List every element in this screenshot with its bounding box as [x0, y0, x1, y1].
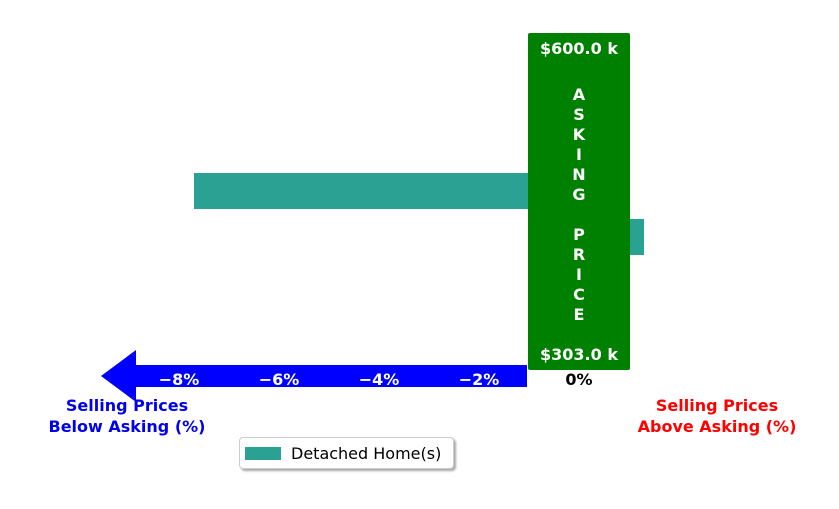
x-tick-label: −4% — [359, 370, 400, 389]
below-asking-arrow — [101, 350, 527, 402]
side-labels: Selling Prices Below Asking (%) Selling Pr… — [49, 396, 797, 436]
x-axis-ticks: −8% −6% −4% −2% 0% — [159, 370, 593, 389]
legend-swatch — [245, 446, 281, 460]
x-tick-label: 0% — [565, 370, 592, 389]
x-tick-label: −2% — [459, 370, 500, 389]
asking-letter: R — [573, 245, 585, 264]
bar-0 — [194, 173, 579, 209]
asking-letter: S — [573, 105, 585, 124]
legend: Detached Home(s) — [239, 437, 454, 469]
asking-bottom-label: $303.0 k — [540, 345, 618, 364]
arrow-layer — [101, 350, 527, 402]
asking-letter: A — [573, 85, 586, 104]
x-tick-label: −6% — [259, 370, 300, 389]
legend-label: Detached Home(s) — [291, 443, 442, 463]
asking-letter: K — [573, 125, 586, 144]
above-asking-label: Above Asking (%) — [638, 417, 797, 436]
asking-letter: I — [576, 265, 582, 284]
asking-top-label: $600.0 k — [540, 39, 618, 58]
x-tick-label: −8% — [159, 370, 200, 389]
below-asking-label: Below Asking (%) — [49, 417, 206, 436]
asking-letter: E — [574, 305, 585, 324]
asking-price-box — [528, 33, 630, 370]
asking-letter: G — [572, 185, 585, 204]
asking-letter: C — [573, 285, 585, 304]
asking-letter: I — [576, 145, 582, 164]
asking-letter: N — [572, 165, 585, 184]
above-asking-label: Selling Prices — [656, 396, 778, 415]
below-asking-label: Selling Prices — [66, 396, 188, 415]
asking-letter: P — [573, 225, 585, 244]
